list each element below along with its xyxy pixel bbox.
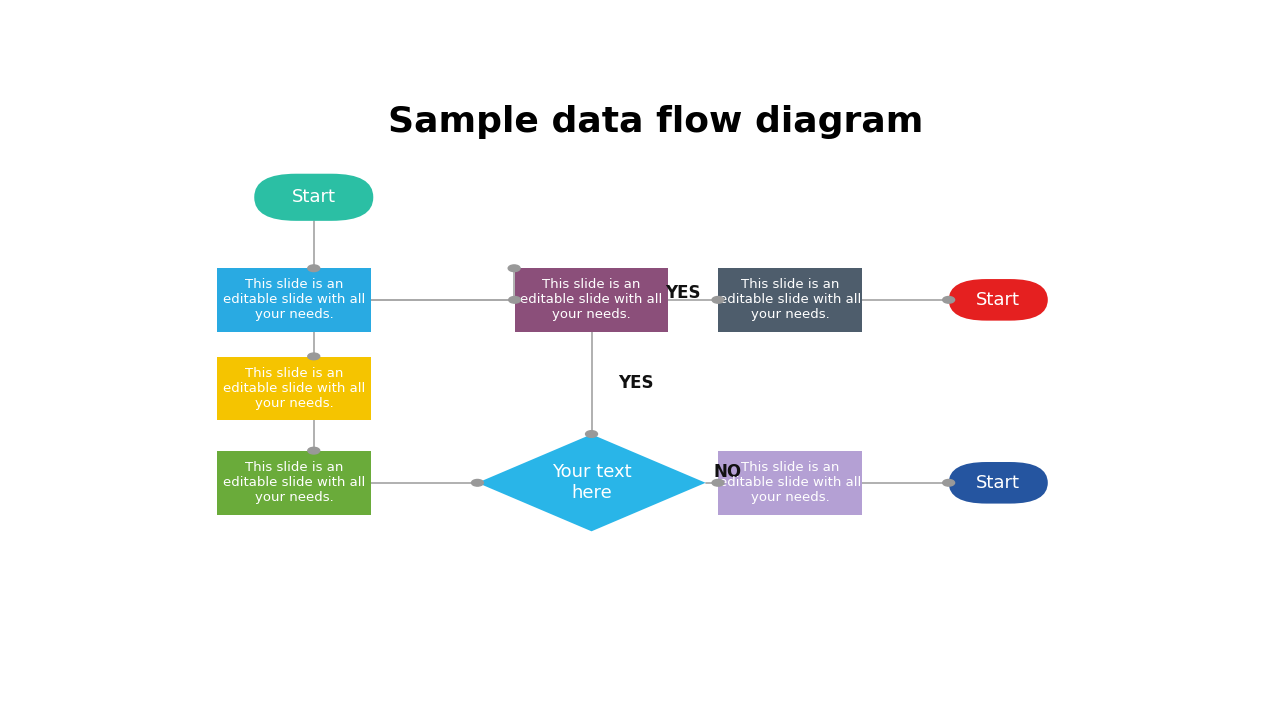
Text: This slide is an
editable slide with all
your needs.: This slide is an editable slide with all…: [719, 279, 861, 321]
Text: Start: Start: [977, 291, 1020, 309]
Text: YES: YES: [618, 374, 654, 392]
Text: Your text
here: Your text here: [552, 464, 631, 502]
Text: Start: Start: [292, 188, 335, 206]
Circle shape: [307, 447, 320, 454]
Circle shape: [585, 431, 598, 437]
Text: This slide is an
editable slide with all
your needs.: This slide is an editable slide with all…: [521, 279, 663, 321]
Circle shape: [942, 480, 955, 486]
Circle shape: [712, 480, 724, 486]
FancyBboxPatch shape: [218, 451, 371, 515]
Polygon shape: [477, 434, 705, 531]
Text: Sample data flow diagram: Sample data flow diagram: [388, 105, 924, 140]
FancyBboxPatch shape: [218, 356, 371, 420]
Text: This slide is an
editable slide with all
your needs.: This slide is an editable slide with all…: [223, 279, 365, 321]
Text: This slide is an
editable slide with all
your needs.: This slide is an editable slide with all…: [719, 462, 861, 504]
FancyBboxPatch shape: [948, 462, 1048, 503]
Circle shape: [712, 297, 724, 303]
Text: YES: YES: [666, 284, 700, 302]
FancyBboxPatch shape: [718, 451, 861, 515]
Text: This slide is an
editable slide with all
your needs.: This slide is an editable slide with all…: [223, 367, 365, 410]
FancyBboxPatch shape: [515, 268, 668, 332]
Text: This slide is an
editable slide with all
your needs.: This slide is an editable slide with all…: [223, 462, 365, 504]
FancyBboxPatch shape: [218, 268, 371, 332]
Circle shape: [942, 297, 955, 303]
FancyBboxPatch shape: [718, 268, 861, 332]
Circle shape: [307, 353, 320, 360]
Circle shape: [508, 265, 520, 271]
Circle shape: [508, 297, 521, 303]
FancyBboxPatch shape: [255, 174, 374, 221]
Text: Start: Start: [977, 474, 1020, 492]
Text: NO: NO: [713, 463, 741, 481]
Circle shape: [471, 480, 484, 486]
FancyBboxPatch shape: [948, 279, 1048, 320]
Circle shape: [307, 265, 320, 271]
